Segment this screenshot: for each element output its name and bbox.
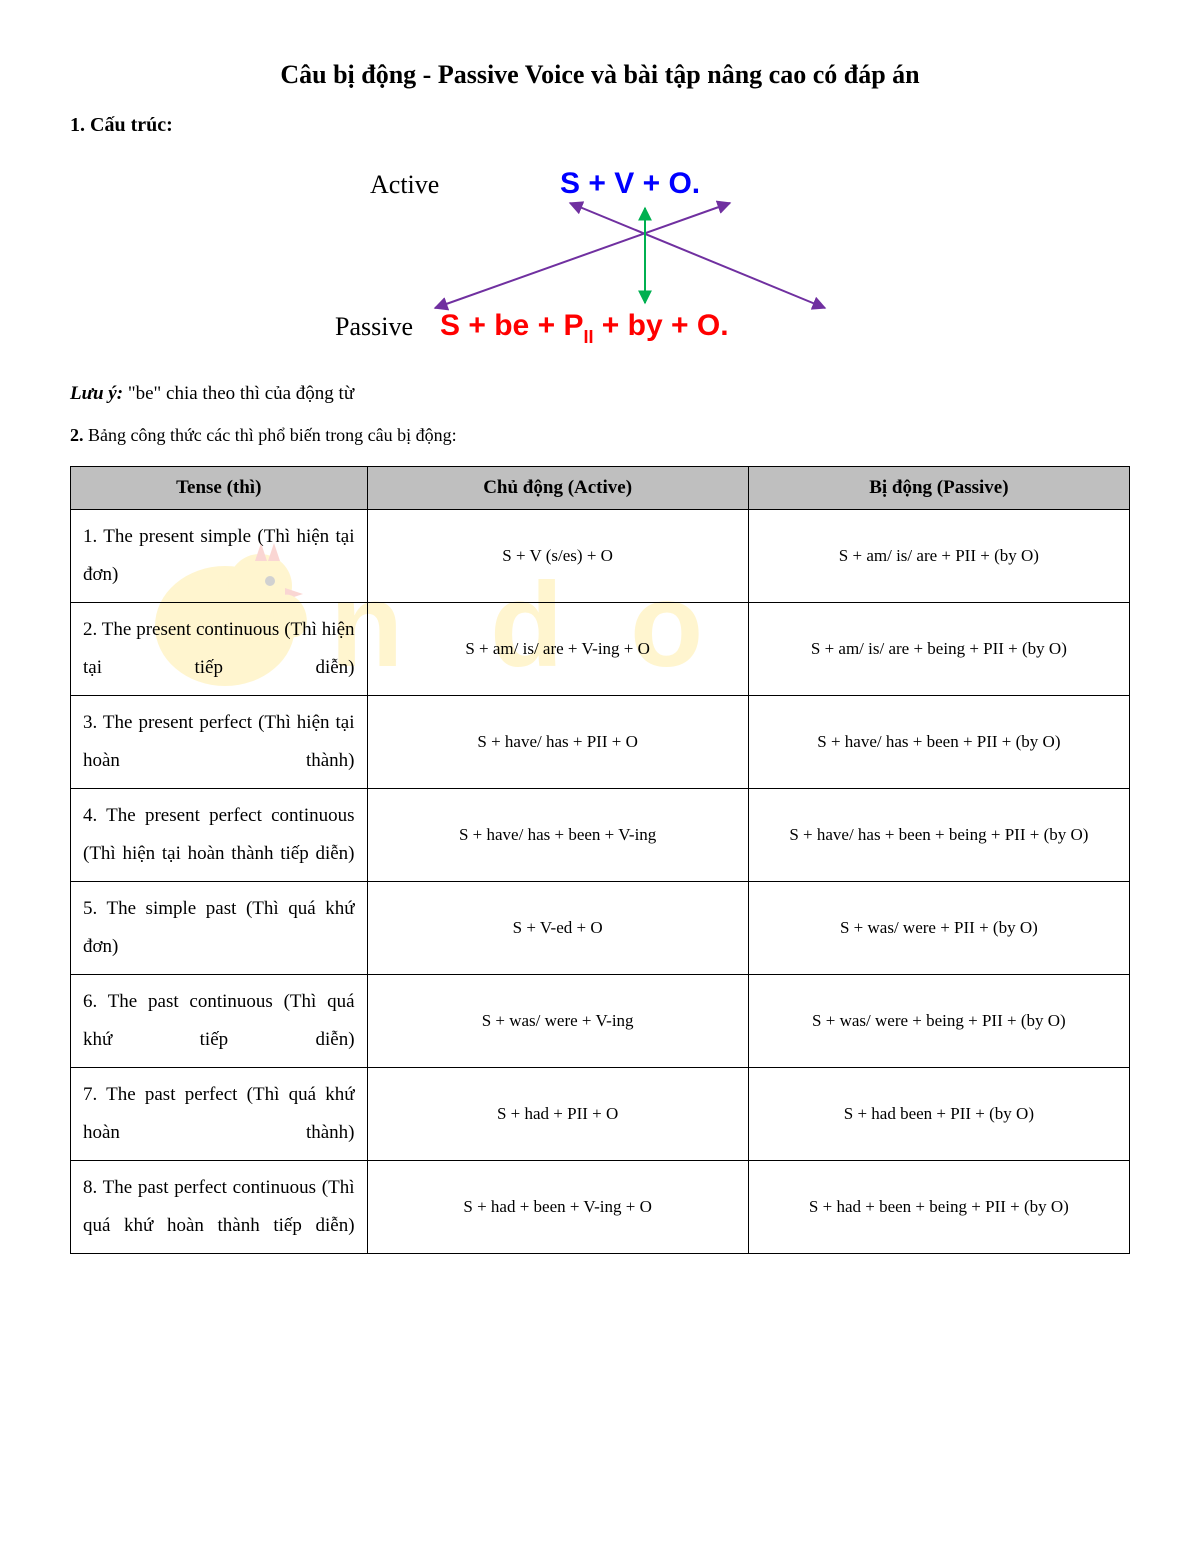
table-row: 4. The present perfect continuous (Thì h… bbox=[71, 789, 1130, 882]
table-row: 1. The present simple (Thì hiện tại đơn)… bbox=[71, 510, 1130, 603]
table-row: 8. The past perfect continuous (Thì quá … bbox=[71, 1161, 1130, 1254]
passive-formula: S + be + PII + by + O. bbox=[440, 309, 729, 347]
note-label: Lưu ý: bbox=[70, 383, 123, 404]
page-title: Câu bị động - Passive Voice và bài tập n… bbox=[70, 60, 1130, 90]
passive-label: Passive bbox=[335, 312, 413, 341]
table-row: 3. The present perfect (Thì hiện tại hoà… bbox=[71, 696, 1130, 789]
cell-passive: S + have/ has + been + PII + (by O) bbox=[748, 696, 1129, 789]
th-passive: Bị động (Passive) bbox=[748, 467, 1129, 510]
cell-tense: 6. The past continuous (Thì quá khứ tiếp… bbox=[71, 975, 368, 1068]
cell-tense: 3. The present perfect (Thì hiện tại hoà… bbox=[71, 696, 368, 789]
note-line: Lưu ý: "be" chia theo thì của động từ bbox=[70, 383, 1130, 405]
tense-table: Tense (thì) Chủ động (Active) Bị động (P… bbox=[70, 466, 1130, 1254]
th-tense: Tense (thì) bbox=[71, 467, 368, 510]
active-label: Active bbox=[370, 170, 439, 199]
cell-passive: S + was/ were + being + PII + (by O) bbox=[748, 975, 1129, 1068]
section-2-heading: 2. Bảng công thức các thì phổ biến trong… bbox=[70, 425, 1130, 446]
cell-passive: S + was/ were + PII + (by O) bbox=[748, 882, 1129, 975]
cell-active: S + V (s/es) + O bbox=[367, 510, 748, 603]
cell-passive: S + am/ is/ are + PII + (by O) bbox=[748, 510, 1129, 603]
table-row: 5. The simple past (Thì quá khứ đơn)S + … bbox=[71, 882, 1130, 975]
cell-active: S + have/ has + been + V-ing bbox=[367, 789, 748, 882]
cell-tense: 1. The present simple (Thì hiện tại đơn) bbox=[71, 510, 368, 603]
cell-tense: 7. The past perfect (Thì quá khứ hoàn th… bbox=[71, 1068, 368, 1161]
cell-passive: S + had + been + being + PII + (by O) bbox=[748, 1161, 1129, 1254]
cell-active: S + have/ has + PII + O bbox=[367, 696, 748, 789]
table-row: 7. The past perfect (Thì quá khứ hoàn th… bbox=[71, 1068, 1130, 1161]
cell-passive: S + have/ has + been + being + PII + (by… bbox=[748, 789, 1129, 882]
note-text: "be" chia theo thì của động từ bbox=[123, 383, 354, 404]
section-1-heading: 1. Cấu trúc: bbox=[70, 114, 1130, 137]
table-row: 2. The present continuous (Thì hiện tại … bbox=[71, 603, 1130, 696]
cell-tense: 4. The present perfect continuous (Thì h… bbox=[71, 789, 368, 882]
cell-active: S + had + PII + O bbox=[367, 1068, 748, 1161]
active-passive-diagram: Active S + V + O. Passive S + be + PII +… bbox=[260, 153, 940, 353]
cell-passive: S + had been + PII + (by O) bbox=[748, 1068, 1129, 1161]
cell-tense: 5. The simple past (Thì quá khứ đơn) bbox=[71, 882, 368, 975]
cell-tense: 8. The past perfect continuous (Thì quá … bbox=[71, 1161, 368, 1254]
cell-active: S + had + been + V-ing + O bbox=[367, 1161, 748, 1254]
cell-active: S + V-ed + O bbox=[367, 882, 748, 975]
table-header-row: Tense (thì) Chủ động (Active) Bị động (P… bbox=[71, 467, 1130, 510]
cell-passive: S + am/ is/ are + being + PII + (by O) bbox=[748, 603, 1129, 696]
th-active: Chủ động (Active) bbox=[367, 467, 748, 510]
cell-tense: 2. The present continuous (Thì hiện tại … bbox=[71, 603, 368, 696]
cell-active: S + was/ were + V-ing bbox=[367, 975, 748, 1068]
cell-active: S + am/ is/ are + V-ing + O bbox=[367, 603, 748, 696]
cross-arrow-1 bbox=[570, 203, 825, 308]
table-row: 6. The past continuous (Thì quá khứ tiếp… bbox=[71, 975, 1130, 1068]
cross-arrow-2 bbox=[435, 203, 730, 308]
active-formula: S + V + O. bbox=[560, 167, 700, 200]
